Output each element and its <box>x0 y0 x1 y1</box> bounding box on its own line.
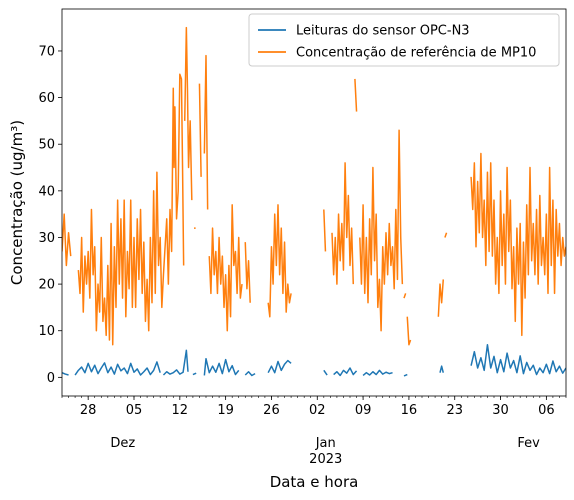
series-line-segment <box>162 349 189 376</box>
y-tick-label: 40 <box>38 184 55 199</box>
series-mp10-reference <box>62 26 566 346</box>
y-tick-label: 0 <box>47 371 55 386</box>
y-tick-label: 30 <box>38 231 55 246</box>
series-opc-n3 <box>62 343 566 377</box>
x-tick-label: 12 <box>172 403 189 418</box>
y-tick-label: 50 <box>38 138 55 153</box>
x-tick-label: 09 <box>355 403 372 418</box>
series-line-segment <box>244 371 256 377</box>
series-line-segment <box>192 372 197 376</box>
y-tick-label: 70 <box>38 44 55 59</box>
x-tick-label: 19 <box>217 403 234 418</box>
legend-label: Leituras do sensor OPC-N3 <box>296 24 470 39</box>
x-axis-label: Data e hora <box>270 473 359 491</box>
series-line-segment <box>354 78 358 112</box>
axes-frame <box>61 8 567 397</box>
x-tick-label: 02 <box>309 403 326 418</box>
series-line-segment <box>267 204 292 318</box>
series-line-segment <box>198 83 202 177</box>
x-tick-label: 28 <box>80 403 97 418</box>
series-line-segment <box>406 316 412 346</box>
x-tick-label: 26 <box>263 403 280 418</box>
series-line-segment <box>403 293 407 299</box>
series-line-segment <box>203 54 209 210</box>
series-line-segment <box>323 209 327 252</box>
series-line-segment <box>208 204 243 332</box>
series-line-segment <box>331 162 355 285</box>
legend: Leituras do sensor OPC-N3 Concentração de… <box>248 13 560 67</box>
series-line-segment <box>244 242 251 303</box>
legend-box <box>248 13 560 67</box>
series-line-segment <box>444 232 448 238</box>
series-line-segment <box>403 373 408 377</box>
x-year-label: 2023 <box>309 452 342 467</box>
y-axis-label: Concentração (ug/m³) <box>8 120 26 285</box>
series-group <box>62 26 566 377</box>
series-line-segment <box>439 365 444 373</box>
x-month-label: Jan <box>315 436 336 451</box>
x-tick-label: 16 <box>401 403 418 418</box>
y-tick-label: 20 <box>38 278 55 293</box>
series-line-segment <box>333 367 358 377</box>
x-tick-label: 23 <box>446 403 463 418</box>
x-month-label: Fev <box>517 436 540 451</box>
series-line-segment <box>470 343 566 376</box>
series-line-segment <box>77 73 185 346</box>
series-line-segment <box>267 359 292 374</box>
x-tick-label: 06 <box>538 403 555 418</box>
plot-area <box>62 26 566 377</box>
axes: 0 10 20 30 40 50 60 70 28 05 12 19 26 02 09 16 23 30 06 Dez… <box>8 8 567 491</box>
x-tick-label: 05 <box>126 403 143 418</box>
legend-label: Concentração de referência de MP10 <box>296 46 536 61</box>
y-tick-label: 10 <box>38 324 55 339</box>
x-month-label: Dez <box>110 436 135 451</box>
series-line-segment <box>62 213 72 267</box>
y-tick-label: 60 <box>38 91 55 106</box>
x-tick-label: 30 <box>492 403 509 418</box>
series-line-segment <box>470 152 566 337</box>
series-line-segment <box>183 26 193 201</box>
series-line-segment <box>203 357 240 376</box>
series-line-segment <box>323 369 328 376</box>
series-line-segment <box>362 369 393 377</box>
series-line-segment <box>437 279 445 317</box>
series-line-segment <box>62 372 69 376</box>
series-line-segment <box>74 361 161 376</box>
series-line-segment <box>359 129 404 332</box>
